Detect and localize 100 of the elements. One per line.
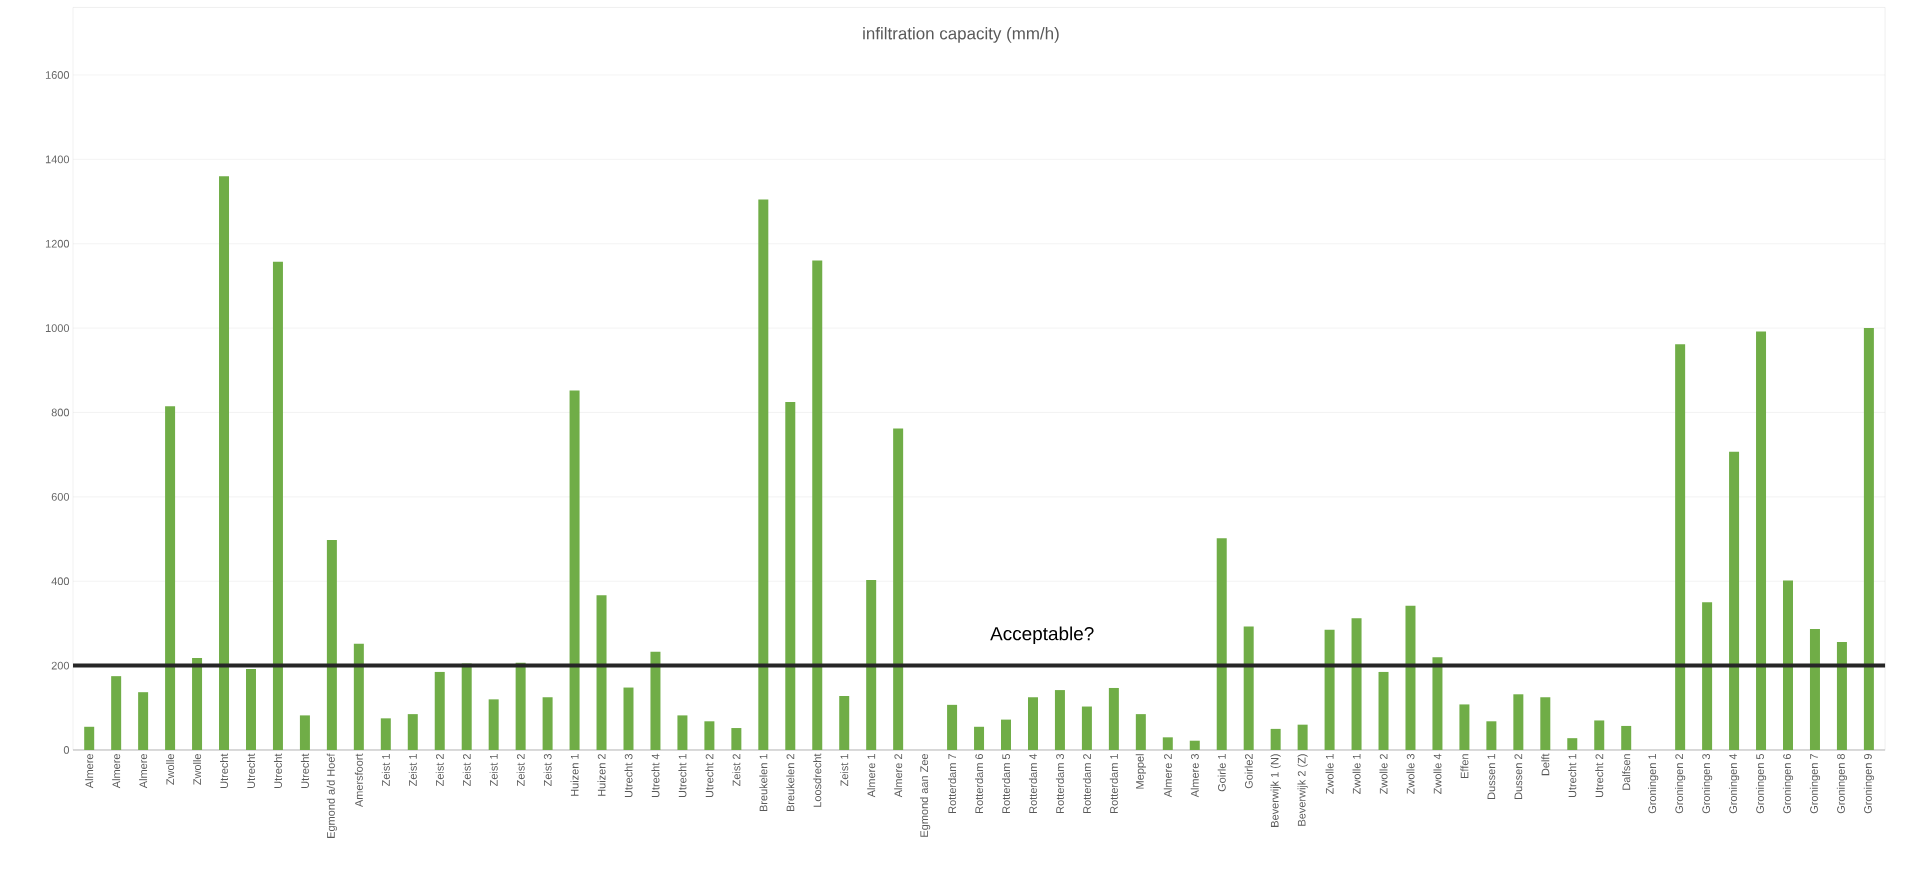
bar — [326, 539, 337, 750]
x-tick-label: Zwolle 2 — [1379, 754, 1388, 794]
x-tick-label: Delft — [1541, 753, 1550, 776]
bar — [1054, 690, 1065, 750]
x-tick-label: Meppel — [1135, 754, 1146, 789]
bar — [1001, 719, 1012, 750]
x-tick-label: Rotterdam 1 — [1109, 754, 1118, 813]
x-tick-label: Rotterdam 5 — [1001, 753, 1011, 813]
y-tick-label: 0 — [63, 746, 70, 754]
x-tick-label: Groningen 6 — [1782, 754, 1794, 814]
x-tick-label: Egmond a/d Hoef — [326, 753, 337, 838]
bar — [1108, 687, 1119, 750]
bar — [1297, 724, 1308, 750]
x-tick-label: Groningen 4 — [1728, 753, 1740, 814]
bar — [1270, 728, 1281, 750]
x-tick-label: Effen — [1460, 754, 1469, 778]
bar — [1135, 714, 1146, 750]
bar — [974, 726, 985, 750]
y-tick-label: 600 — [51, 492, 70, 501]
bar — [1675, 344, 1686, 750]
bar — [1081, 706, 1092, 750]
bar — [1756, 331, 1767, 750]
x-tick-label: Groningen 8 — [1836, 754, 1848, 814]
y-tick-label: 800 — [51, 408, 70, 417]
bar — [1027, 697, 1038, 750]
x-tick-label: Huizen 1 — [570, 754, 579, 796]
bar — [893, 428, 904, 750]
y-tick-label: 400 — [51, 577, 70, 586]
bar — [866, 579, 877, 750]
bar — [272, 261, 283, 750]
bar — [650, 651, 661, 750]
x-tick-label: Utrecht 3 — [624, 754, 633, 798]
bar — [111, 676, 122, 750]
bar — [1783, 580, 1793, 750]
x-tick-label: Groningen 2 — [1675, 754, 1686, 814]
bar — [434, 671, 445, 750]
bar — [84, 726, 95, 750]
bar — [623, 687, 634, 750]
bar — [1378, 671, 1389, 750]
y-tick-label: 1400 — [45, 155, 70, 164]
bar — [461, 663, 472, 750]
x-tick-label: Almere 1 — [867, 754, 876, 798]
y-tick-label: 1600 — [45, 71, 70, 79]
x-tick-label: Dalfsen — [1622, 754, 1631, 790]
x-tick-label: Zeist 1 — [489, 754, 498, 787]
bar — [596, 595, 607, 750]
bar — [758, 199, 769, 750]
x-tick-label: Zwolle 3 — [1406, 754, 1415, 794]
x-tick-label: Zeist 3 — [543, 754, 552, 787]
x-tick-label: Egmond aan Zee — [920, 754, 931, 837]
x-tick-label: Beverwijk 2 (Z) — [1297, 754, 1308, 826]
x-tick-label: Utrecht — [246, 753, 256, 788]
bar — [1809, 628, 1820, 750]
bar — [1216, 538, 1227, 750]
bar — [1513, 694, 1524, 750]
y-tick-label: 200 — [51, 661, 70, 670]
bar — [1432, 657, 1443, 750]
y-tick-label: 1000 — [45, 324, 70, 332]
x-tick-label: Zeist 1 — [381, 754, 390, 787]
ref-line-label: Acceptable? — [990, 626, 1094, 645]
bar — [677, 715, 688, 750]
bar — [542, 697, 553, 750]
bar — [138, 692, 149, 750]
x-tick-label: Zeist 2 — [732, 754, 741, 787]
bar — [704, 721, 715, 750]
bar — [1621, 725, 1632, 750]
bar — [1189, 740, 1200, 750]
bar — [192, 658, 203, 750]
bar — [1567, 738, 1578, 750]
bar — [812, 260, 823, 750]
x-tick-label: Zwolle — [193, 754, 202, 785]
x-tick-label: Goirle2 — [1244, 754, 1253, 789]
bar — [569, 390, 580, 750]
x-tick-label: Utrecht 1 — [678, 754, 687, 798]
bar — [515, 662, 526, 750]
x-tick-label: Breukelen 2 — [786, 754, 795, 812]
x-tick-label: Zwolle 4 — [1433, 753, 1442, 794]
x-tick-label: Utrecht 1 — [1568, 754, 1577, 798]
x-tick-label: Huizen 2 — [597, 754, 606, 796]
x-tick-label: Utrecht 2 — [1595, 754, 1604, 798]
bar — [219, 176, 230, 750]
x-tick-label: Rotterdam 3 — [1055, 754, 1064, 813]
x-tick-label: Beverwijk 1 (N) — [1270, 754, 1281, 827]
x-tick-label: Groningen 7 — [1809, 754, 1821, 814]
bar — [407, 714, 418, 750]
x-tick-label: Groningen 3 — [1702, 754, 1713, 814]
x-tick-label: Groningen 1 — [1648, 754, 1659, 814]
x-tick-label: Utrecht 2 — [705, 754, 714, 798]
bar — [245, 668, 256, 750]
y-tick-label: 1200 — [45, 239, 70, 248]
x-tick-label: Goirle 1 — [1217, 754, 1226, 792]
x-tick-label: Breukelen 1 — [759, 754, 768, 812]
bar — [1729, 451, 1740, 750]
bar — [839, 695, 850, 750]
x-tick-label: Rotterdam 2 — [1082, 754, 1091, 813]
x-tick-label: Zwolle — [166, 754, 175, 785]
x-tick-label: Dussen 2 — [1514, 754, 1523, 799]
bar — [1324, 629, 1335, 750]
bar — [1405, 605, 1416, 750]
x-tick-label: Almere — [85, 753, 94, 789]
